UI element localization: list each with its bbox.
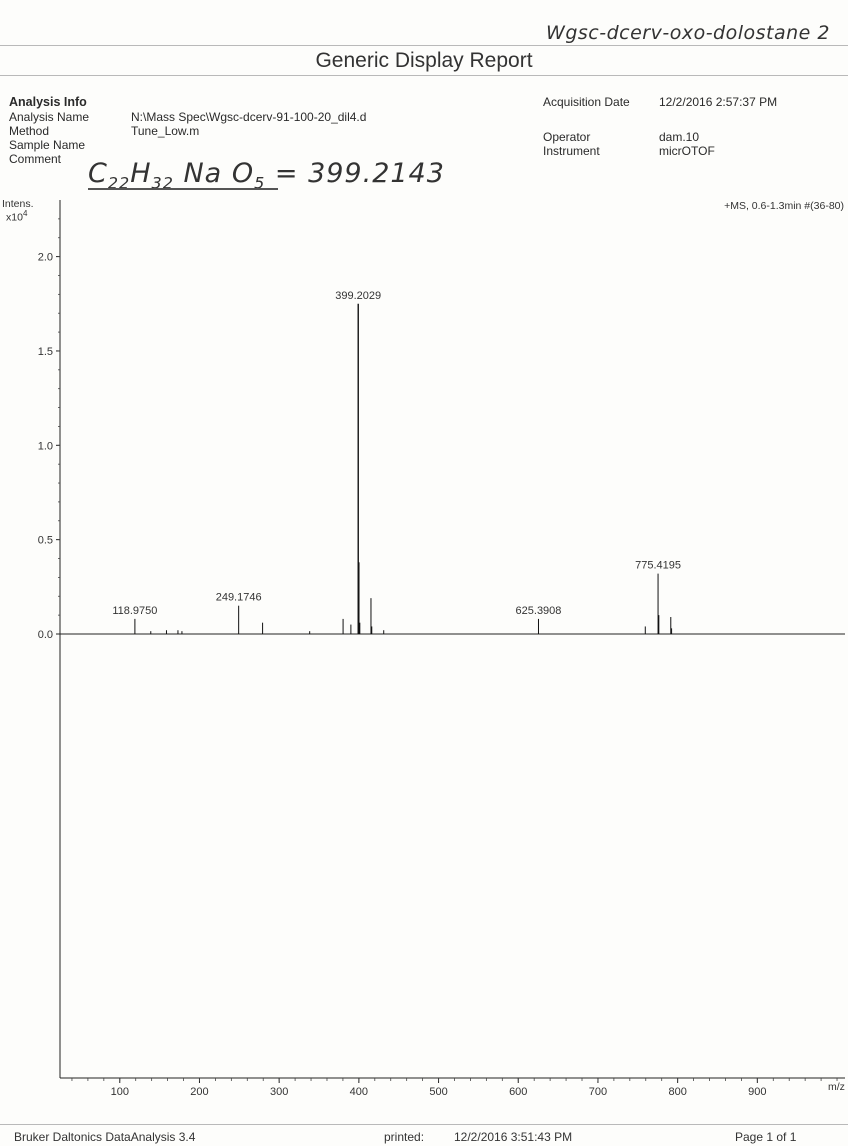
formula-o-sub: 5	[254, 173, 266, 193]
y-tick-label-0.5: 0.5	[38, 535, 53, 547]
instrument-label: Instrument	[543, 144, 600, 158]
footer-page: Page 1 of 1	[735, 1130, 797, 1144]
footer-rule	[0, 1124, 848, 1125]
x-tick-label-600: 600	[509, 1086, 527, 1098]
y-tick-label-1.0: 1.0	[38, 440, 53, 452]
analysis-name-value: N:\Mass Spec\Wgsc-dcerv-91-100-20_dil4.d	[131, 110, 367, 124]
x-tick-label-900: 900	[748, 1086, 766, 1098]
formula-h: H	[130, 158, 152, 189]
plot-frame	[59, 200, 845, 1079]
y-tick-label-1.5: 1.5	[38, 346, 53, 358]
handwritten-formula-comment: C22H32 Na O5 = 399.2143	[88, 158, 445, 192]
y-axis-scale: x104	[6, 209, 27, 224]
peak-labels: 118.9750 249.1746 399.2029 625.3908 775.4195	[112, 290, 681, 617]
x-tick-label-800: 800	[668, 1086, 686, 1098]
method-value: Tune_Low.m	[131, 124, 200, 138]
peak-label-775.4195: 775.4195	[635, 560, 681, 572]
acquisition-date-value: 12/2/2016 2:57:37 PM	[659, 95, 778, 109]
y-axis-exponent-base: x10	[6, 211, 23, 224]
peak-label-249.1746: 249.1746	[216, 592, 262, 604]
operator-label: Operator	[543, 130, 591, 144]
peak-label-625.3908: 625.3908	[516, 605, 562, 617]
instrument-value: micrOTOF	[659, 144, 715, 158]
footer-printed-label: printed:	[384, 1130, 425, 1144]
formula-c-sub: 22	[107, 173, 131, 193]
peak-label-399.2029: 399.2029	[335, 290, 381, 302]
comment-label: Comment	[9, 152, 62, 166]
sample-name-label: Sample Name	[9, 138, 86, 152]
footer-software: Bruker Daltonics DataAnalysis 3.4	[14, 1130, 196, 1144]
formula-na: Na	[183, 158, 223, 189]
x-tick-label-700: 700	[589, 1086, 607, 1098]
x-tick-label-500: 500	[429, 1086, 447, 1098]
handwritten-sample-note: Wgsc-dcerv-oxo-dolostane 2	[546, 22, 830, 44]
formula-c: C	[88, 158, 108, 189]
peak-label-118.9750: 118.9750	[112, 605, 157, 617]
y-axis: 0.0 0.5 1.0 1.5 2.0	[38, 218, 60, 641]
operator-value: dam.10	[659, 130, 700, 144]
x-tick-label-300: 300	[270, 1086, 288, 1098]
title-rule-bottom	[0, 75, 848, 76]
x-tick-label-400: 400	[350, 1086, 368, 1098]
x-tick-label-200: 200	[190, 1086, 208, 1098]
y-axis-exponent-power: 4	[22, 209, 28, 218]
report-title: Generic Display Report	[315, 49, 533, 72]
title-rule-top	[0, 45, 848, 46]
spectrum-peaks	[134, 303, 673, 634]
analysis-name-label: Analysis Name	[9, 110, 90, 124]
y-axis-label: Intens.	[2, 198, 34, 210]
analysis-info-heading: Analysis Info	[9, 95, 87, 109]
y-tick-label-0.0: 0.0	[38, 629, 53, 641]
formula-h-sub: 32	[151, 173, 174, 193]
x-axis-label: m/z	[828, 1081, 845, 1093]
x-axis: 100 200 300 400 500 600 700 800 900	[71, 1078, 838, 1098]
formula-equals-mass: = 399.2143	[274, 158, 445, 189]
x-tick-label-100: 100	[111, 1086, 129, 1098]
formula-underline	[88, 188, 278, 190]
method-label: Method	[9, 124, 50, 138]
acquisition-date-label: Acquisition Date	[543, 95, 630, 109]
spectrum-header: +MS, 0.6-1.3min #(36-80)	[724, 200, 844, 212]
formula-o: O	[231, 158, 255, 189]
y-tick-label-2.0: 2.0	[38, 252, 53, 264]
footer-printed-value: 12/2/2016 3:51:43 PM	[454, 1130, 573, 1144]
